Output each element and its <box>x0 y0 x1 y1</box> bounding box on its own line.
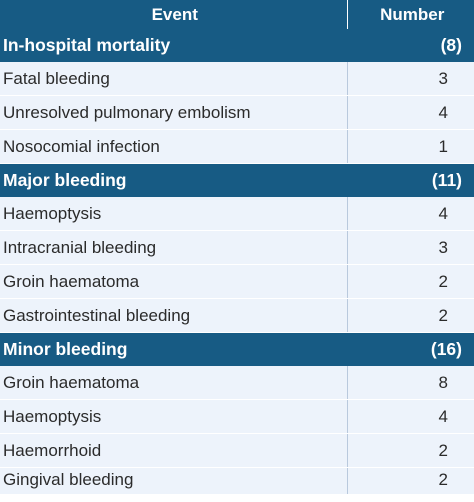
number-cell: 2 <box>347 467 474 495</box>
table-row: Haemoptysis 4 <box>0 197 474 231</box>
event-cell: Haemorrhoid <box>0 433 348 468</box>
group-row-in-hospital-mortality: In-hospital mortality (8) <box>0 29 474 62</box>
table-row: Gastrointestinal bleeding 2 <box>0 298 474 333</box>
event-cell: Fatal bleeding <box>0 62 348 96</box>
group-total: (16) <box>347 332 474 366</box>
number-cell: 8 <box>347 366 474 400</box>
table-row: Intracranial bleeding 3 <box>0 230 474 265</box>
event-cell: Haemoptysis <box>0 399 348 434</box>
group-row-minor-bleeding: Minor bleeding (16) <box>0 332 474 366</box>
table-row: Haemoptysis 4 <box>0 399 474 434</box>
table-row: Unresolved pulmonary embolism 4 <box>0 95 474 130</box>
group-title: Major bleeding <box>0 163 347 197</box>
event-column-header: Event <box>0 0 348 29</box>
table-row: Nosocomial infection 1 <box>0 129 474 164</box>
number-cell: 4 <box>347 399 474 434</box>
event-cell: Groin haematoma <box>0 264 348 299</box>
number-cell: 4 <box>347 95 474 130</box>
group-title: In-hospital mortality <box>0 29 347 62</box>
event-cell: Gingival bleeding <box>0 467 348 495</box>
header-row: Event Number <box>0 0 474 29</box>
group-total: (11) <box>347 163 474 197</box>
number-cell: 1 <box>347 129 474 164</box>
event-cell: Intracranial bleeding <box>0 230 348 265</box>
table-row: Groin haematoma 2 <box>0 264 474 299</box>
number-cell: 4 <box>347 197 474 231</box>
number-column-header: Number <box>347 0 474 29</box>
event-cell: Haemoptysis <box>0 197 348 231</box>
group-title: Minor bleeding <box>0 332 347 366</box>
group-total: (8) <box>347 29 474 62</box>
table-row: Groin haematoma 8 <box>0 366 474 400</box>
event-cell: Groin haematoma <box>0 366 348 400</box>
number-cell: 3 <box>347 62 474 96</box>
event-cell: Gastrointestinal bleeding <box>0 298 348 333</box>
table-row: Gingival bleeding 2 <box>0 467 474 495</box>
event-cell: Nosocomial infection <box>0 129 348 164</box>
table-row: Haemorrhoid 2 <box>0 433 474 468</box>
event-cell: Unresolved pulmonary embolism <box>0 95 348 130</box>
number-cell: 3 <box>347 230 474 265</box>
number-cell: 2 <box>347 298 474 333</box>
group-row-major-bleeding: Major bleeding (11) <box>0 163 474 197</box>
number-cell: 2 <box>347 433 474 468</box>
number-cell: 2 <box>347 264 474 299</box>
table-row: Fatal bleeding 3 <box>0 62 474 96</box>
